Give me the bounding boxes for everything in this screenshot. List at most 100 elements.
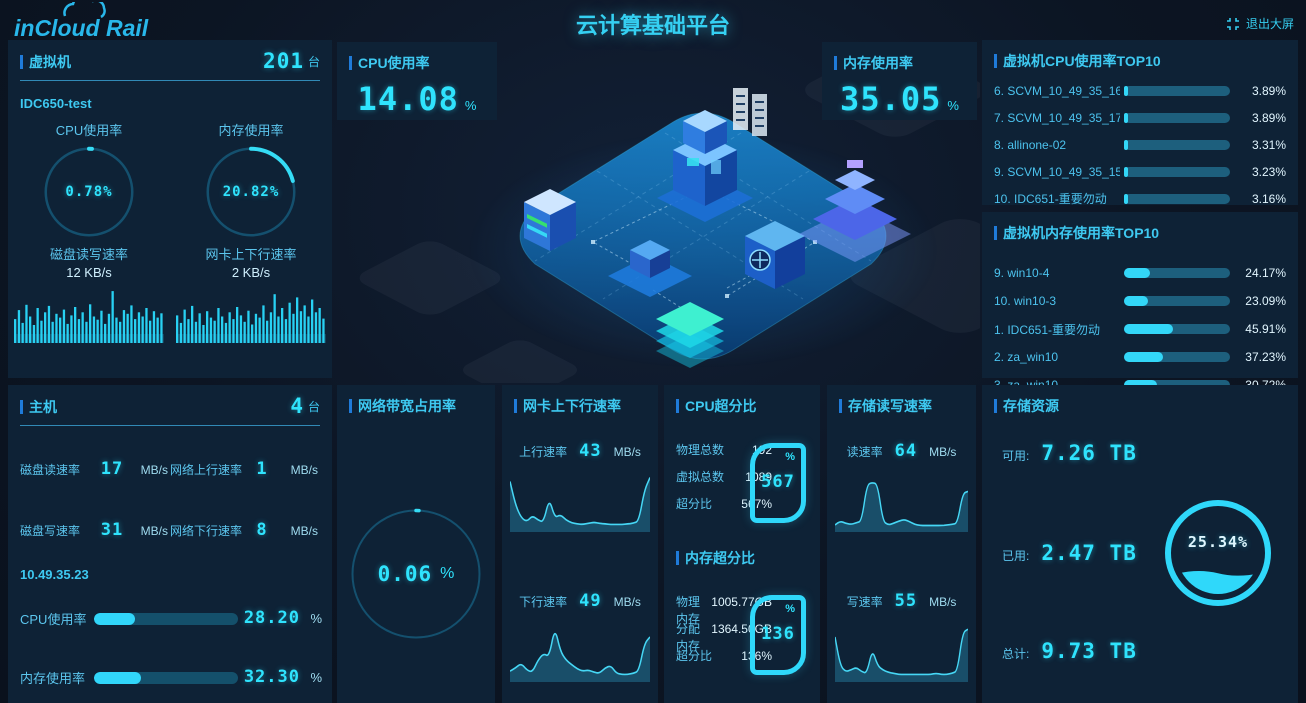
vm-net-rate-label: 网卡上下行速率	[205, 247, 297, 262]
storage-gauge-value: 25.34%	[1187, 533, 1249, 551]
storage-read-area-chart	[835, 482, 968, 532]
storage-write-chart-block: 写速率 55 MB/s	[835, 593, 968, 682]
top10-row: 10. win10-3 23.09%	[982, 287, 1298, 315]
panel-tick	[20, 54, 23, 69]
top10-bar	[1124, 193, 1230, 204]
top10-bar-fill	[1124, 85, 1129, 96]
metric-label: 磁盘写速率	[20, 524, 81, 538]
metric-value: 8	[256, 520, 268, 540]
top10-value: 37.23%	[1245, 350, 1286, 364]
top10-row: 9. win10-4 24.17%	[982, 259, 1298, 287]
cpu-usage-value: 14.08	[357, 80, 459, 118]
storage-rw-title: 存储读写速率	[848, 398, 932, 414]
metric-label: 磁盘读速率	[20, 463, 81, 477]
vm-disk-wave-chart	[14, 291, 164, 343]
top10-value: 3.23%	[1251, 164, 1286, 179]
host-mem-bar-row: 内存使用率 32.30 %	[20, 668, 322, 687]
chart-unit: MB/s	[929, 445, 957, 459]
oc-row-label: 虚拟总数	[676, 470, 725, 484]
top10-value: 3.31%	[1251, 137, 1286, 152]
storage-row-label: 总计:	[1002, 647, 1030, 661]
host-count-unit: 台	[307, 400, 320, 414]
main-platform	[519, 112, 887, 360]
top10-bar	[1124, 166, 1230, 177]
top10-row: 10. IDC651-重要勿动 3.16%	[982, 185, 1298, 212]
top10-row: 9. SCVM_10_49_35_15 3.23%	[982, 158, 1298, 185]
top10-name: 2. za_win10	[994, 350, 1059, 364]
chart-label: 下行速率	[519, 595, 568, 609]
exit-fullscreen-label: 退出大屏	[1245, 17, 1294, 31]
vm-count: 201	[263, 49, 304, 73]
badge-unit: %	[785, 451, 795, 463]
oc-row-label: 物理内存	[676, 595, 701, 626]
host-panel: 主机 4 台 磁盘读速率 17 MB/s 网络上行速率 1 MB/s 磁盘写速率…	[8, 385, 332, 703]
vm-mem-gauge-label: 内存使用率	[218, 123, 284, 138]
bandwidth-value: 0.06	[377, 561, 433, 586]
storage-liquid-gauge: 25.34%	[1164, 499, 1272, 607]
bandwidth-panel: 网络带宽占用率 0.06 %	[337, 385, 495, 703]
top10-bar-fill	[1124, 296, 1149, 306]
page-title: 云计算基础平台	[575, 13, 730, 38]
top10-bar-fill	[1124, 166, 1128, 177]
oc-row-value: 1364.50GB	[711, 622, 772, 636]
metric-label: 网络上行速率	[170, 463, 243, 477]
host-ip: 10.49.35.23	[20, 567, 89, 582]
storage-row-value: 7.26 TB	[1041, 441, 1137, 465]
top10-bar	[1124, 268, 1230, 278]
top10-name: 7. SCVM_10_49_35_17	[994, 110, 1120, 125]
top10-value: 24.17%	[1245, 266, 1286, 280]
vm-cpu-ring-gauge: 0.78%	[43, 146, 135, 238]
metric-value: 31	[100, 520, 124, 540]
top10-row: 6. SCVM_10_49_35_16 3.89%	[982, 77, 1298, 104]
exit-fullscreen-button[interactable]: 退出大屏	[1226, 15, 1294, 32]
metric-value: 17	[100, 459, 124, 479]
vm-cpu-gauge-label: CPU使用率	[55, 123, 123, 138]
top10-bar	[1124, 296, 1230, 306]
vm-cpu-top10-list: 6. SCVM_10_49_35_16 3.89% 7. SCVM_10_49_…	[982, 71, 1298, 212]
storage-row-value: 9.73 TB	[1041, 639, 1137, 663]
server-tower	[657, 110, 753, 222]
vm-mem-ring-gauge: 20.82%	[205, 146, 297, 238]
top10-row: 8. allinone-02 3.31%	[982, 131, 1298, 158]
top10-value: 3.16%	[1251, 191, 1286, 206]
vm-count-unit: 台	[307, 55, 320, 69]
top10-row: 7. SCVM_10_49_35_17 3.89%	[982, 104, 1298, 131]
top10-name: 6. SCVM_10_49_35_16	[994, 83, 1120, 98]
cpu-usage-panel: CPU使用率 14.08 %	[337, 42, 497, 120]
vm-panel: 虚拟机 201 台 IDC650-test CPU使用率 0.78% 磁盘读写速…	[8, 40, 332, 378]
top10-value: 3.89%	[1251, 110, 1286, 125]
server-rack	[524, 189, 576, 251]
data-columns	[733, 88, 767, 136]
nic-up-area-chart	[510, 477, 650, 532]
top10-bar	[1124, 139, 1230, 150]
top10-bar-fill	[1124, 352, 1164, 362]
chart-unit: MB/s	[929, 595, 957, 609]
cpu-overcommit-badge: % 567	[750, 443, 806, 523]
vm-net-rate-value: 2 KB/s	[231, 265, 271, 280]
top10-bar	[1124, 324, 1230, 334]
host-bar-value: 32.30	[243, 667, 300, 687]
chart-label: 写速率	[846, 595, 883, 609]
cpu-usage-unit: %	[464, 98, 477, 113]
storage-read-chart-block: 读速率 64 MB/s	[835, 443, 968, 532]
storage-row-value: 2.47 TB	[1041, 541, 1137, 565]
oc-row-label: 分配内存	[676, 622, 701, 653]
top10-bar-fill	[1124, 112, 1129, 123]
vm-mem-gauge-value: 20.82%	[222, 184, 280, 200]
oc-row-label: 超分比	[676, 497, 713, 511]
pyramid-node	[799, 160, 911, 262]
overcommit-panel: CPU超分比 物理总数 192 虚拟总数 1089 超分比 567% % 567 内存…	[664, 385, 820, 703]
chart-unit: MB/s	[613, 595, 641, 609]
vm-cpu-top10-title: 虚拟机CPU使用率TOP10	[1003, 53, 1161, 69]
top10-row: 2. za_win10 37.23%	[982, 343, 1298, 371]
top10-value: 45.91%	[1245, 322, 1286, 336]
top10-value: 23.09%	[1245, 294, 1286, 308]
badge-value: 567	[761, 472, 795, 492]
host-metrics: 磁盘读速率 17 MB/s 网络上行速率 1 MB/s 磁盘写速率 31 MB/…	[20, 461, 320, 583]
vm-mem-top10-title: 虚拟机内存使用率TOP10	[1003, 225, 1160, 241]
vm-selected-name: IDC650-test	[20, 96, 92, 111]
vm-cpu-top10-panel: 虚拟机CPU使用率TOP10 6. SCVM_10_49_35_16 3.89%…	[982, 40, 1298, 206]
storage-resources-panel: 存储资源 可用: 7.26 TB 已用: 2.47 TB 总计: 9.73 TB…	[982, 385, 1298, 703]
nic-down-chart-block: 下行速率 49 MB/s	[510, 593, 650, 682]
nic-title: 网卡上下行速率	[523, 398, 621, 414]
